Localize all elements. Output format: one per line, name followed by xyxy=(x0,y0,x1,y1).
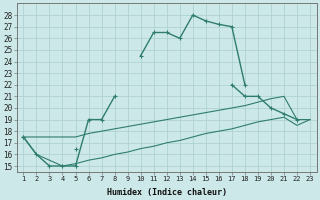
X-axis label: Humidex (Indice chaleur): Humidex (Indice chaleur) xyxy=(107,188,227,197)
